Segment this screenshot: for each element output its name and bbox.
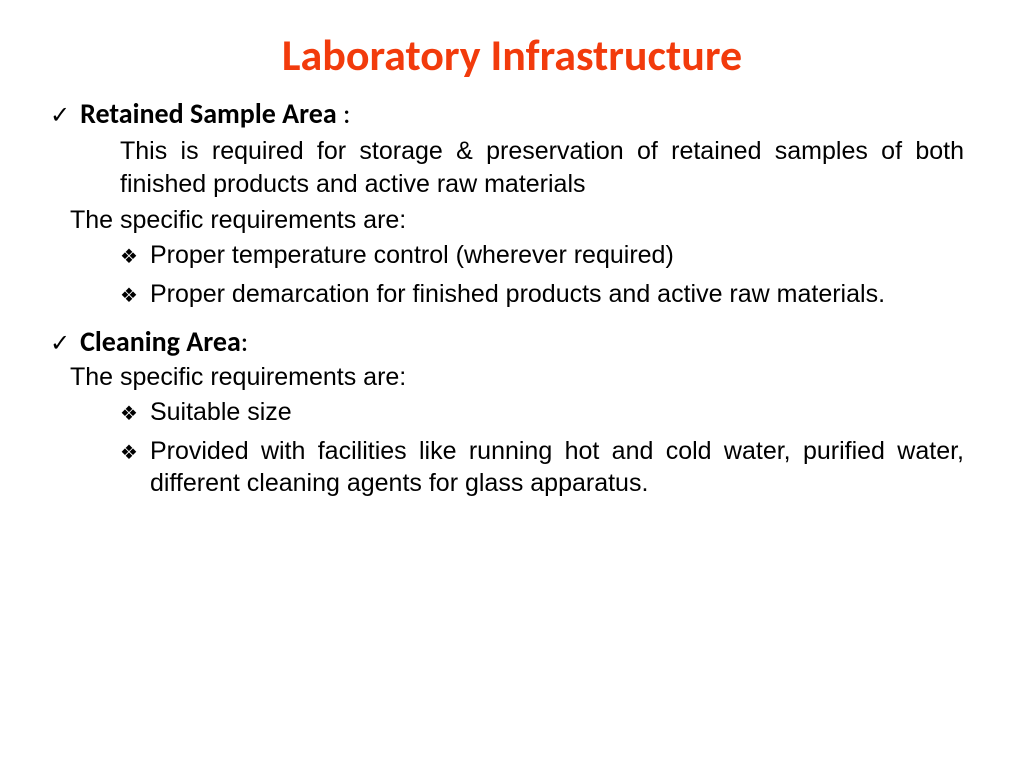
section-label: Retained Sample Area [80, 96, 337, 131]
list-item-text: Proper demarcation for finished products… [150, 278, 964, 311]
requirements-intro: The specific requirements are: [70, 363, 974, 392]
list-item-text: Proper temperature control (wherever req… [150, 239, 964, 272]
list-item-text: Provided with facilities like running ho… [150, 435, 964, 500]
slide-title: Laboratory Infrastructure [50, 28, 974, 82]
section-header-retained: ✓ Retained Sample Area : [50, 96, 974, 131]
diamond-icon: ❖ [120, 401, 138, 426]
list-item: ❖ Proper temperature control (wherever r… [120, 239, 964, 272]
requirements-intro: The specific requirements are: [70, 206, 974, 235]
checkmark-icon: ✓ [50, 329, 70, 358]
list-item: ❖ Proper demarcation for finished produc… [120, 278, 964, 311]
requirements-list: ❖ Suitable size ❖ Provided with faciliti… [120, 396, 964, 500]
diamond-icon: ❖ [120, 440, 138, 465]
section-description: This is required for storage & preservat… [120, 135, 964, 200]
section-colon: : [241, 324, 249, 359]
section-colon: : [337, 96, 351, 131]
diamond-icon: ❖ [120, 283, 138, 308]
checkmark-icon: ✓ [50, 101, 70, 130]
diamond-icon: ❖ [120, 244, 138, 269]
list-item-text: Suitable size [150, 396, 964, 429]
section-header-cleaning: ✓ Cleaning Area: [50, 324, 974, 359]
requirements-list: ❖ Proper temperature control (wherever r… [120, 239, 964, 310]
list-item: ❖ Suitable size [120, 396, 964, 429]
list-item: ❖ Provided with facilities like running … [120, 435, 964, 500]
section-label: Cleaning Area [80, 324, 241, 359]
